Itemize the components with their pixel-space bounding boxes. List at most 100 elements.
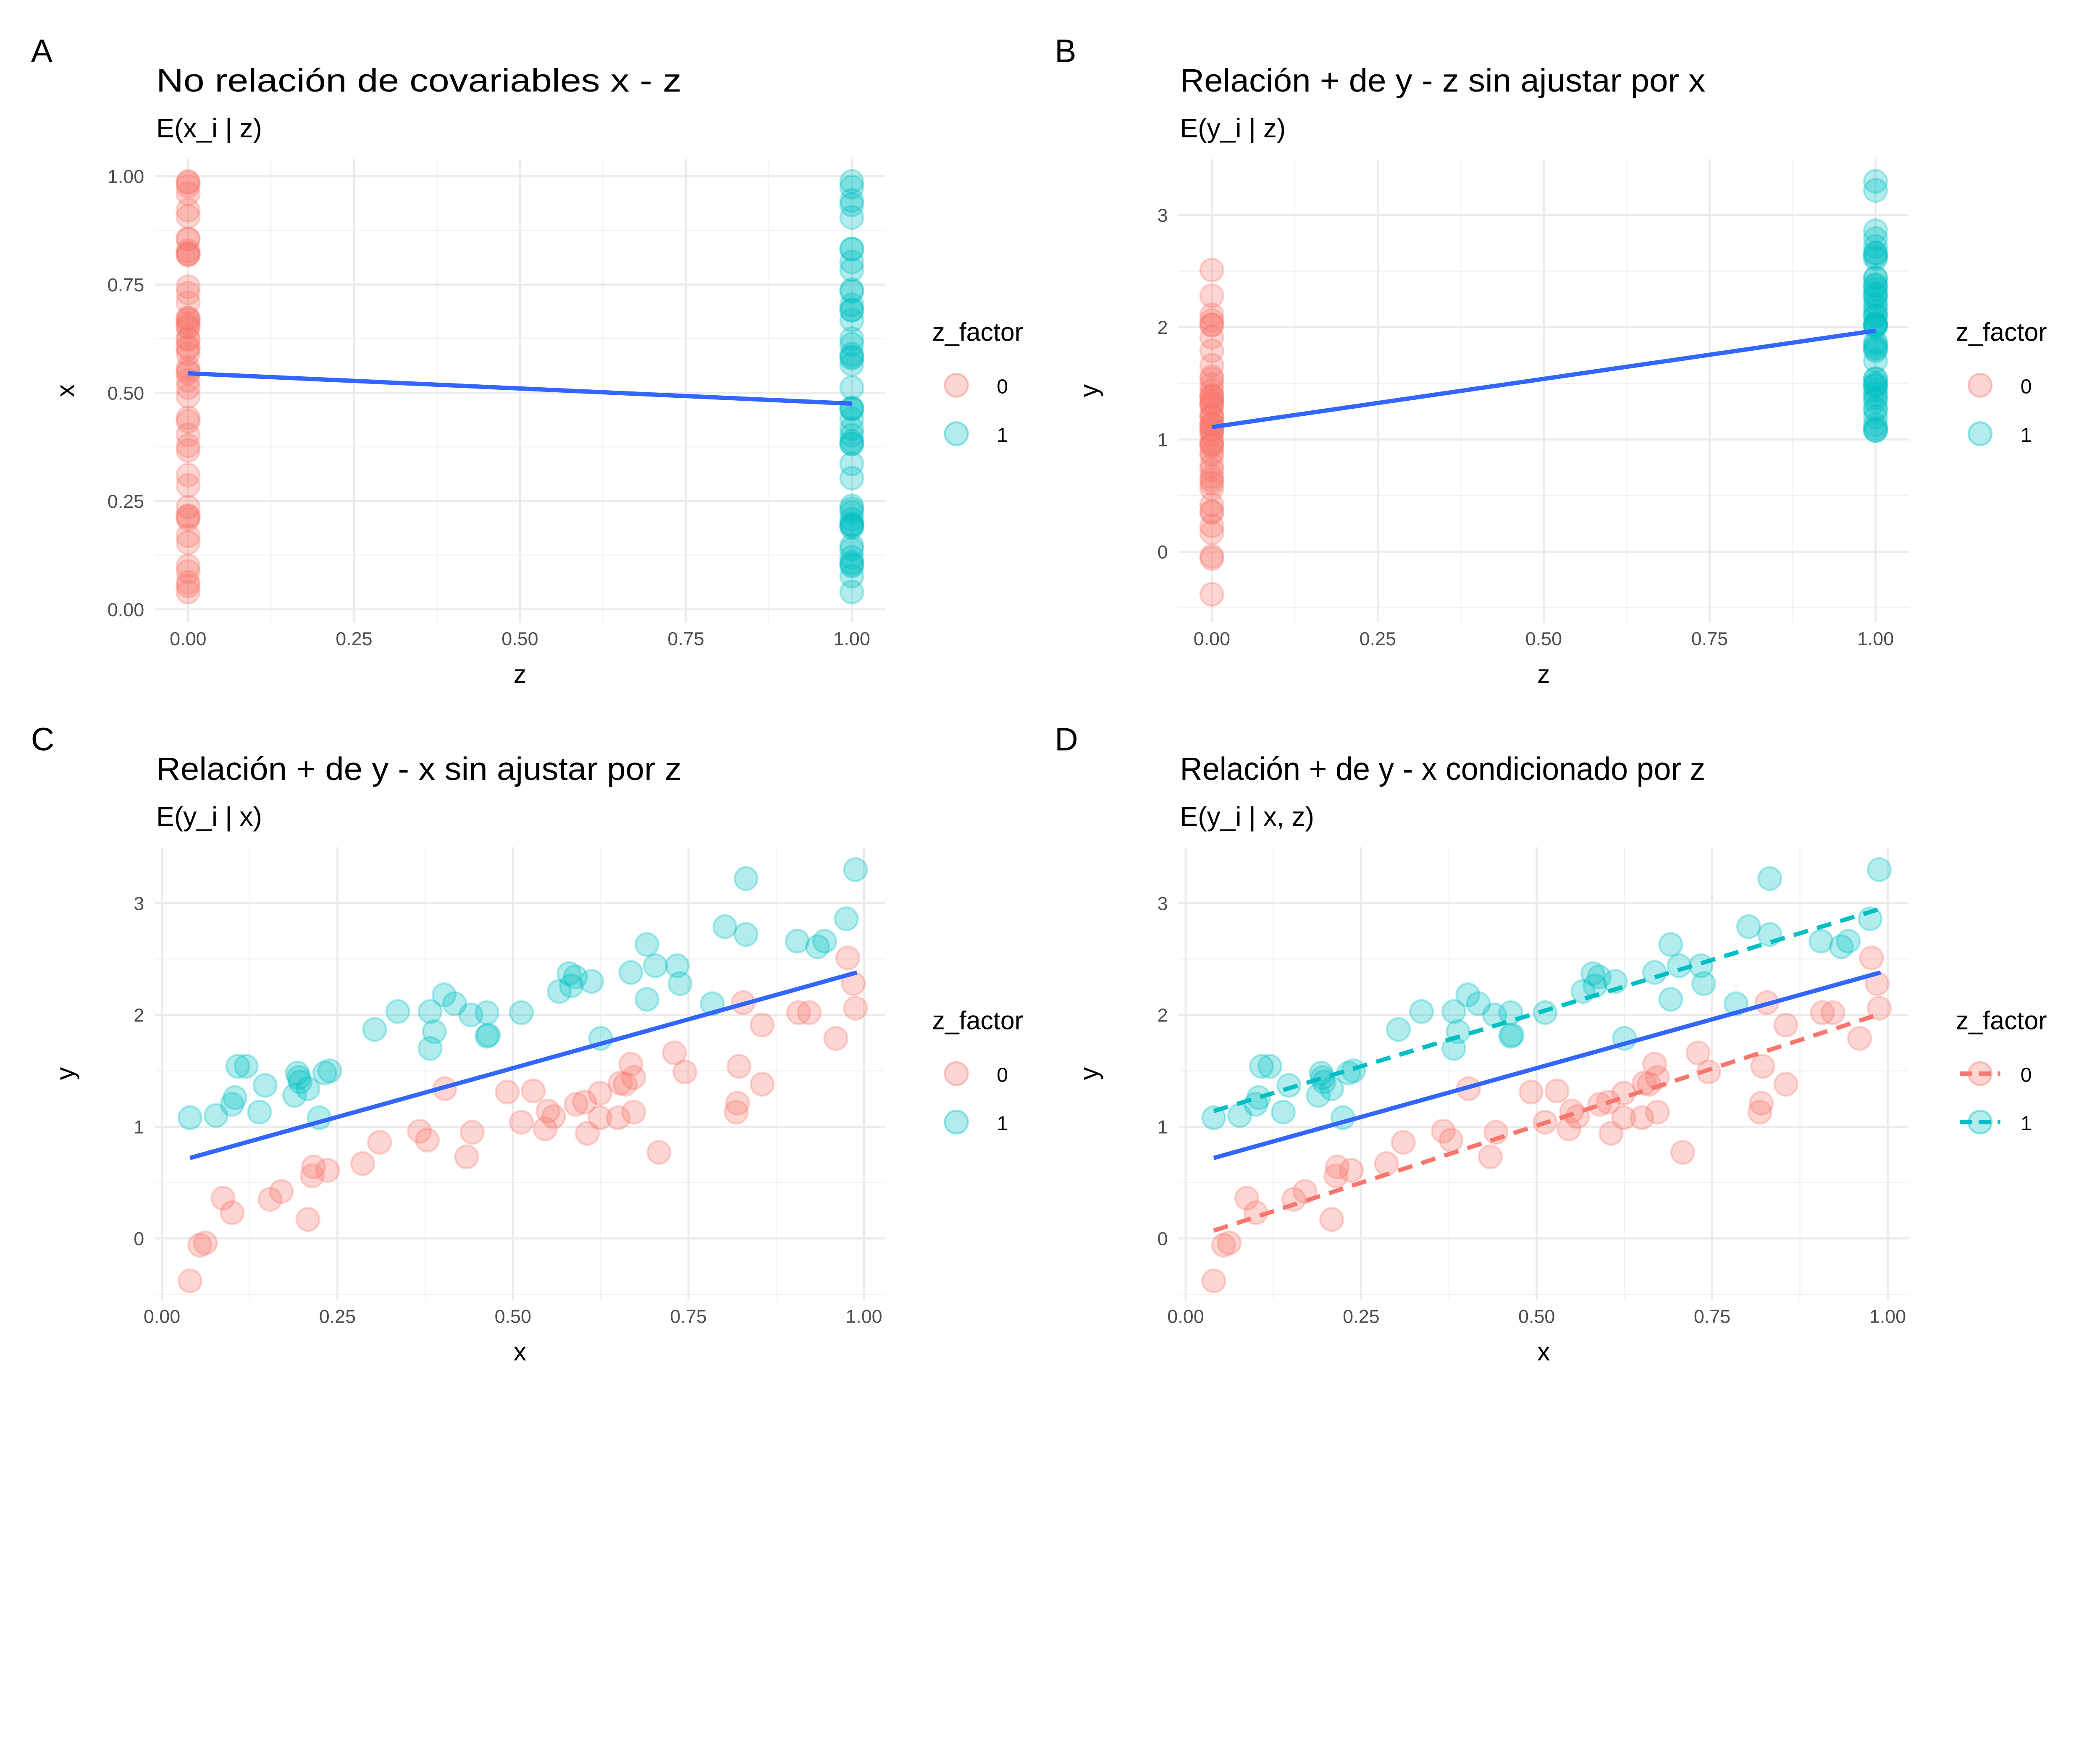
data-point-z0 xyxy=(176,375,201,400)
data-point-z0 xyxy=(176,326,201,352)
data-point-z1 xyxy=(1863,226,1888,251)
data-point-z1 xyxy=(295,1076,320,1101)
data-point-z1 xyxy=(1863,404,1888,430)
data-point-z0 xyxy=(176,336,201,361)
data-point-z1 xyxy=(385,999,410,1024)
data-point-z1 xyxy=(1829,934,1854,959)
data-point-z0 xyxy=(176,242,201,267)
data-point-z0 xyxy=(1199,404,1224,430)
data-point-z1 xyxy=(1249,1054,1274,1079)
data-point-z0 xyxy=(749,1012,775,1038)
data-point-z0 xyxy=(1199,403,1224,428)
y-tick-label: 1.00 xyxy=(108,166,144,187)
data-point-z1 xyxy=(839,451,864,476)
data-point-z0 xyxy=(176,226,201,252)
data-point-z1 xyxy=(839,352,864,377)
data-point-z1 xyxy=(1246,1085,1271,1110)
data-point-z1 xyxy=(839,375,864,400)
data-point-z1 xyxy=(843,857,868,882)
data-point-z0 xyxy=(176,507,201,532)
x-tick-label: 0.50 xyxy=(501,628,538,649)
y-tick-label: 0.25 xyxy=(108,491,144,512)
data-point-z0 xyxy=(350,1151,375,1176)
data-point-z1 xyxy=(839,545,864,570)
x-tick-label: 0.25 xyxy=(319,1305,356,1327)
data-point-z0 xyxy=(1199,312,1224,338)
data-point-z0 xyxy=(1599,1121,1624,1146)
data-point-z0 xyxy=(1201,1268,1226,1294)
data-point-z1 xyxy=(1499,1022,1525,1048)
x-tick-label: 0.50 xyxy=(1518,1305,1555,1327)
panel-subtitle: E(y_i | z) xyxy=(1180,113,1286,143)
data-point-z0 xyxy=(415,1127,440,1153)
panel-tag: B xyxy=(1055,33,1076,69)
data-point-z0 xyxy=(1199,546,1224,571)
data-point-z1 xyxy=(839,332,864,357)
data-point-z0 xyxy=(176,433,201,458)
data-point-z0 xyxy=(176,383,201,409)
data-point-z0 xyxy=(176,241,201,266)
data-point-z1 xyxy=(1863,169,1888,194)
x-tick-label: 0.00 xyxy=(144,1305,180,1327)
data-point-z0 xyxy=(176,311,201,336)
data-point-z0 xyxy=(575,1121,600,1146)
data-point-z0 xyxy=(749,1071,775,1097)
data-point-z0 xyxy=(606,1105,631,1130)
data-point-z1 xyxy=(458,1002,483,1028)
x-axis-label: x xyxy=(514,1337,526,1366)
data-point-z1 xyxy=(546,979,572,1004)
data-point-z0 xyxy=(1199,440,1224,466)
data-point-z0 xyxy=(176,579,201,605)
data-point-z0 xyxy=(1199,302,1224,328)
data-point-z0 xyxy=(1199,308,1224,333)
data-point-z1 xyxy=(442,991,467,1016)
data-point-z0 xyxy=(301,1154,326,1179)
data-point-z0 xyxy=(587,1105,613,1130)
data-point-z1 xyxy=(618,960,643,985)
data-point-z1 xyxy=(839,344,864,370)
data-point-z1 xyxy=(839,579,864,605)
data-point-z0 xyxy=(724,1100,749,1125)
data-point-z0 xyxy=(1773,1012,1798,1038)
data-point-z1 xyxy=(362,1017,387,1042)
data-point-z1 xyxy=(839,493,864,519)
data-point-z1 xyxy=(839,236,864,262)
data-point-z1 xyxy=(1455,982,1480,1008)
data-point-z1 xyxy=(839,307,864,333)
data-point-z1 xyxy=(839,554,864,579)
data-point-z0 xyxy=(1199,422,1224,448)
data-point-z1 xyxy=(1836,929,1861,954)
data-point-z0 xyxy=(176,326,201,352)
data-point-z1 xyxy=(839,496,864,522)
data-point-z0 xyxy=(1199,429,1224,454)
data-point-z0 xyxy=(1339,1158,1364,1183)
fit-line-1 xyxy=(1213,906,1882,1113)
data-point-z0 xyxy=(176,197,201,223)
data-point-z0 xyxy=(1374,1151,1399,1176)
data-point-z0 xyxy=(533,1116,558,1142)
data-point-z0 xyxy=(1199,492,1224,517)
data-point-z0 xyxy=(220,1200,245,1226)
data-point-z1 xyxy=(559,973,584,998)
data-point-z0 xyxy=(662,1040,687,1066)
x-tick-label: 0.75 xyxy=(1691,628,1728,649)
data-point-z0 xyxy=(177,1268,203,1294)
data-point-z1 xyxy=(785,929,810,954)
data-point-z0 xyxy=(1319,1207,1344,1232)
legend-key-point xyxy=(1967,1109,1993,1135)
data-point-z1 xyxy=(1863,281,1888,306)
data-point-z1 xyxy=(839,406,864,431)
panel-tag: A xyxy=(31,33,53,69)
legend-key-point xyxy=(1967,421,1993,446)
data-point-z1 xyxy=(1863,265,1888,291)
data-point-z0 xyxy=(176,494,201,520)
data-point-z1 xyxy=(1863,382,1888,407)
data-point-z1 xyxy=(1863,412,1888,438)
data-point-z1 xyxy=(288,1069,313,1095)
data-point-z1 xyxy=(1866,857,1892,882)
data-point-z0 xyxy=(1544,1078,1570,1104)
data-point-z0 xyxy=(1323,1163,1349,1189)
data-point-z1 xyxy=(417,1036,443,1061)
data-point-z1 xyxy=(1863,272,1888,297)
data-point-z0 xyxy=(176,504,201,529)
